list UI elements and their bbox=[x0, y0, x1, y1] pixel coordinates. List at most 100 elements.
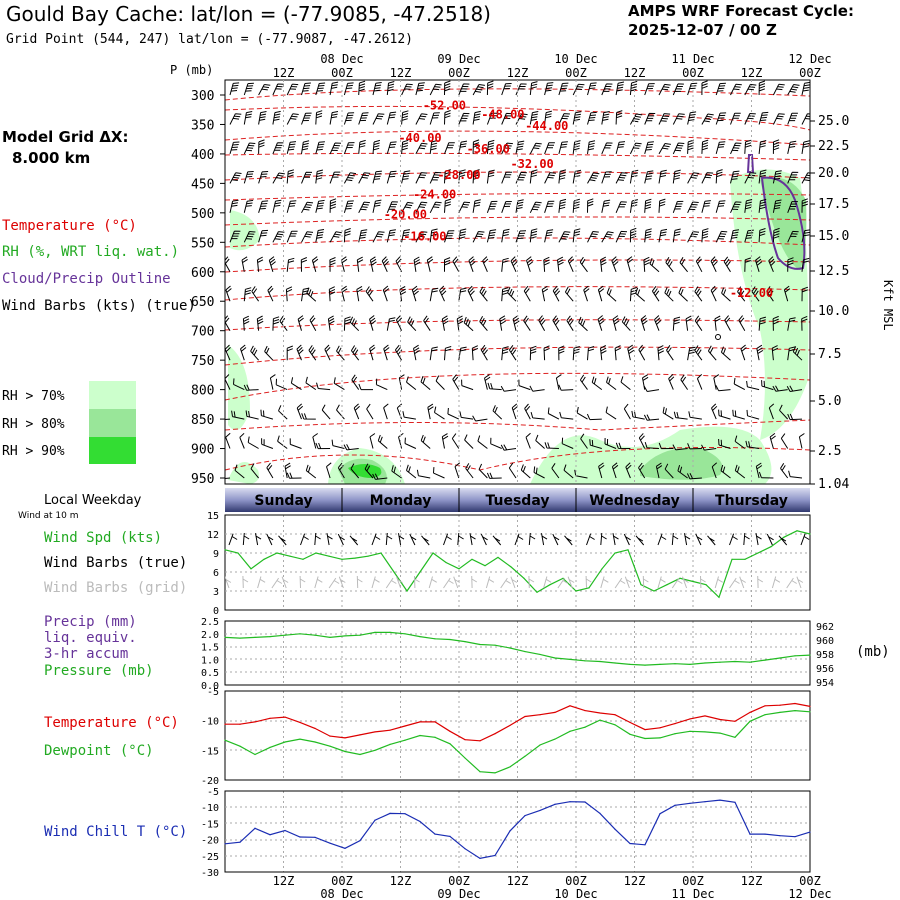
temperature-line-point bbox=[374, 731, 376, 733]
wind-barb bbox=[401, 139, 409, 154]
wind-barb bbox=[375, 378, 388, 391]
temperature-contour-label: -20.00 bbox=[384, 208, 427, 222]
wind-barb bbox=[523, 315, 531, 331]
wind-barb bbox=[751, 286, 760, 302]
wind-barb bbox=[309, 315, 317, 331]
wind-barb bbox=[275, 378, 288, 391]
wind-speed-line-point bbox=[367, 555, 369, 557]
wind-barb bbox=[398, 374, 405, 390]
temperature-contour-label: -52.00 bbox=[423, 99, 466, 113]
wind-barb bbox=[343, 172, 357, 184]
wind-barb bbox=[329, 81, 339, 96]
wind-barb bbox=[733, 377, 746, 391]
wind-barb bbox=[629, 287, 638, 302]
top-hour-label: 12Z bbox=[741, 66, 763, 80]
wind-barb bbox=[225, 477, 231, 480]
wind-barb bbox=[406, 464, 417, 479]
wind-barb bbox=[326, 462, 332, 479]
wind-barb bbox=[801, 257, 810, 272]
wind-barb bbox=[621, 316, 631, 332]
surface-barb-true bbox=[514, 533, 524, 546]
wind-barb bbox=[772, 385, 788, 392]
surface-barb-true bbox=[695, 533, 703, 546]
wind-barb bbox=[587, 140, 596, 154]
wind-chill-line-point bbox=[419, 820, 421, 823]
wind-barb bbox=[250, 345, 259, 361]
wind-barb bbox=[580, 433, 588, 449]
wind-barb bbox=[441, 315, 449, 331]
dewpoint-line-point bbox=[299, 738, 301, 740]
wind-barb bbox=[340, 256, 348, 272]
wind-speed-line-point bbox=[666, 584, 668, 586]
wind-barb bbox=[687, 172, 700, 184]
pressure-panel-frame bbox=[224, 620, 811, 686]
wind-barb bbox=[229, 82, 240, 96]
wind-barb bbox=[600, 345, 607, 361]
temperature-contour-label: -24.00 bbox=[413, 188, 456, 202]
pressure-tick-labels: 300 350 400 450 500 550 600 650 700 750 800 850 900 9… bbox=[191, 89, 225, 487]
wind-barb bbox=[315, 442, 331, 450]
wind-barb bbox=[567, 256, 575, 273]
temperature-line-point bbox=[644, 728, 646, 731]
temperature-contour-label: -44.00 bbox=[525, 119, 568, 133]
wind-barb bbox=[391, 465, 402, 479]
surface-barb-true bbox=[326, 533, 333, 546]
wind-chill-line-point bbox=[509, 830, 511, 832]
wind-barb bbox=[611, 256, 619, 272]
wind-barb bbox=[501, 171, 513, 184]
wind-barb bbox=[715, 385, 731, 392]
wind-barb bbox=[597, 315, 605, 331]
wind-barb bbox=[642, 374, 649, 390]
wind-barb bbox=[377, 434, 388, 449]
weekday-label: Monday bbox=[370, 493, 432, 509]
dewpoint-line-point bbox=[509, 766, 511, 768]
surface-barb-true bbox=[528, 532, 536, 546]
wind-barb bbox=[515, 171, 527, 184]
wind-barb bbox=[598, 462, 605, 479]
wind-barb bbox=[587, 111, 597, 125]
pressure-line-point bbox=[254, 636, 256, 638]
wind-speed-line-point bbox=[783, 536, 785, 538]
wind-barb bbox=[321, 404, 331, 420]
precip-tick-label: 1.5 bbox=[201, 643, 219, 654]
wind-chill-tick-label: -30 bbox=[201, 868, 219, 879]
surface-barb-true bbox=[228, 533, 238, 546]
wind-barb bbox=[416, 469, 431, 479]
top-hour-label: 00Z bbox=[799, 66, 821, 80]
wind-speed-line-point bbox=[380, 552, 382, 554]
dewpoint-line-point bbox=[794, 709, 796, 712]
wind-barb bbox=[730, 142, 742, 155]
wind-barb bbox=[423, 315, 431, 331]
wind-barb bbox=[685, 315, 692, 331]
wind-barb bbox=[296, 403, 304, 420]
wind-barb bbox=[734, 464, 746, 479]
wind-barb bbox=[429, 171, 442, 184]
wind-barb bbox=[402, 411, 416, 420]
temperature-contour-labels: -52.00-48.00-44.00-40.00-36.00-32.00-28.… bbox=[384, 99, 773, 300]
surface-barb-true bbox=[766, 533, 774, 546]
wind-barb bbox=[515, 83, 527, 96]
wind-barb bbox=[772, 199, 782, 213]
wind-barb bbox=[758, 169, 767, 184]
wind-barb bbox=[657, 345, 665, 361]
pressure-line-point bbox=[464, 641, 466, 643]
wind-barb bbox=[351, 374, 360, 390]
wind-barb bbox=[541, 285, 549, 302]
wind-barb bbox=[427, 403, 434, 420]
wind-barb bbox=[233, 378, 245, 391]
wind-barb bbox=[787, 140, 797, 155]
wind-chill-line-point bbox=[404, 813, 406, 815]
wind-barb bbox=[272, 83, 284, 96]
surface-barb-grid bbox=[328, 577, 340, 589]
wind-speed-line-point bbox=[601, 568, 603, 570]
surface-barb-grid bbox=[338, 576, 346, 589]
dewpoint-line-point bbox=[464, 757, 466, 759]
wind-barb bbox=[544, 82, 554, 96]
wind-barb bbox=[358, 112, 369, 125]
dewpoint-line-point bbox=[644, 737, 646, 740]
dewpoint-line bbox=[224, 709, 811, 774]
cycle-line-1: AMPS WRF Forecast Cycle: bbox=[628, 2, 854, 20]
wind-barb bbox=[451, 433, 460, 449]
pressure-line-point bbox=[539, 653, 541, 656]
temperature-line-point bbox=[794, 702, 796, 705]
